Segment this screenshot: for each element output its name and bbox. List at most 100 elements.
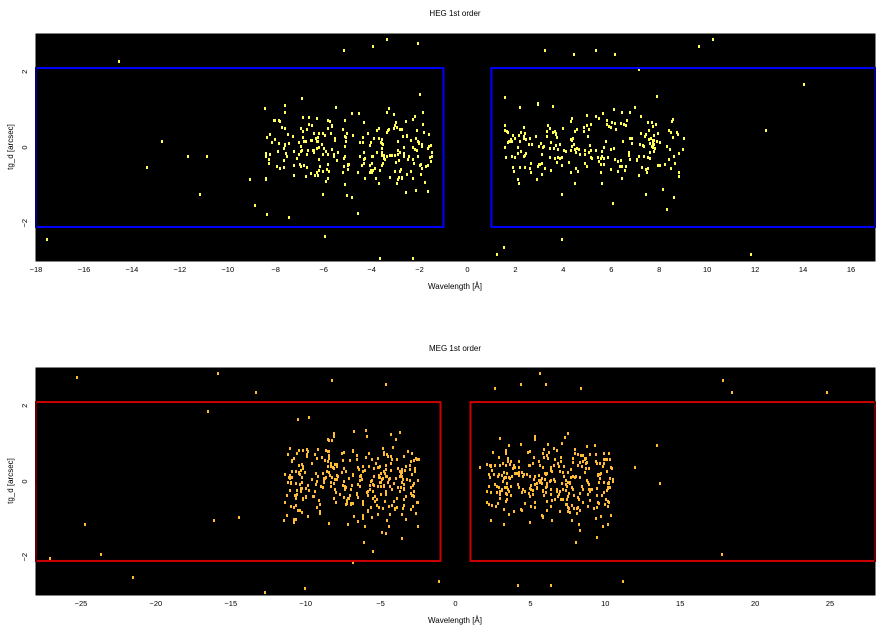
heg-event-pixel — [396, 182, 398, 185]
meg-event-pixel — [580, 387, 582, 390]
heg-event-pixel — [343, 165, 345, 168]
meg-event-pixel — [532, 462, 534, 465]
heg-event-pixel — [374, 167, 376, 170]
heg-event-pixel — [584, 162, 586, 165]
heg-event-pixel — [649, 142, 651, 145]
meg-event-pixel — [396, 458, 398, 461]
meg-event-pixel — [390, 462, 392, 465]
heg-event-pixel — [529, 137, 531, 140]
heg-event-pixel — [625, 124, 627, 127]
meg-event-pixel — [554, 458, 556, 461]
meg-event-pixel — [556, 490, 558, 493]
heg-event-pixel — [631, 137, 633, 140]
meg-event-pixel — [578, 498, 580, 501]
meg-event-pixel — [328, 457, 330, 460]
heg-event-pixel — [429, 156, 431, 159]
heg-event-pixel — [677, 133, 679, 136]
heg-event-pixel — [570, 120, 572, 123]
heg-event-pixel — [588, 151, 590, 154]
meg-event-pixel — [479, 466, 481, 469]
heg-event-pixel — [653, 134, 655, 137]
meg-event-pixel — [565, 483, 567, 486]
meg-event-pixel — [539, 464, 541, 467]
meg-event-pixel — [363, 541, 365, 544]
heg-event-pixel — [555, 133, 557, 136]
heg-event-pixel — [606, 119, 608, 122]
meg-event-pixel — [526, 473, 528, 476]
meg-event-pixel — [330, 481, 332, 484]
heg-event-pixel — [562, 127, 564, 130]
meg-event-pixel — [524, 502, 526, 505]
meg-event-pixel — [556, 488, 558, 491]
meg-event-pixel — [326, 470, 328, 473]
meg-event-pixel — [527, 451, 529, 454]
heg-event-pixel — [415, 189, 417, 192]
meg-event-pixel — [563, 465, 565, 468]
meg-event-pixel — [505, 500, 507, 503]
meg-event-pixel — [551, 519, 553, 522]
meg-event-pixel — [505, 476, 507, 479]
meg-event-pixel — [634, 466, 636, 469]
meg-event-pixel — [611, 467, 613, 470]
heg-event-pixel — [575, 151, 577, 154]
heg-event-pixel — [550, 169, 552, 172]
meg-event-pixel — [486, 490, 488, 493]
meg-event-pixel — [604, 503, 606, 506]
meg-event-pixel — [399, 470, 401, 473]
meg-event-pixel — [506, 498, 508, 501]
heg-x-tick-label: 2 — [513, 265, 517, 274]
heg-event-pixel — [399, 151, 401, 154]
heg-event-pixel — [645, 133, 647, 136]
heg-event-pixel — [384, 158, 386, 161]
heg-event-pixel — [376, 129, 378, 132]
heg-event-pixel — [586, 165, 588, 168]
meg-event-pixel — [550, 466, 552, 469]
heg-event-pixel — [274, 119, 276, 122]
meg-event-pixel — [529, 487, 531, 490]
meg-event-pixel — [330, 465, 332, 468]
meg-event-pixel — [400, 486, 402, 489]
meg-event-pixel — [503, 508, 505, 511]
heg-event-pixel — [613, 147, 615, 150]
heg-event-pixel — [625, 165, 627, 168]
heg-event-pixel — [615, 128, 617, 131]
meg-event-pixel — [393, 482, 395, 485]
meg-event-pixel — [293, 457, 295, 460]
meg-event-pixel — [336, 465, 338, 468]
meg-event-pixel — [522, 488, 524, 491]
meg-event-pixel — [557, 495, 559, 498]
heg-event-pixel — [427, 164, 429, 167]
meg-event-pixel — [516, 472, 518, 475]
heg-event-pixel — [316, 171, 318, 174]
meg-event-pixel — [581, 465, 583, 468]
heg-event-pixel — [546, 135, 548, 138]
meg-event-pixel — [533, 478, 535, 481]
heg-event-pixel — [326, 168, 328, 171]
heg-event-pixel — [541, 173, 543, 176]
meg-y-label: tg_d [arcsec] — [6, 458, 15, 504]
meg-event-pixel — [582, 488, 584, 491]
meg-event-pixel — [382, 447, 384, 450]
meg-event-pixel — [337, 475, 339, 478]
meg-event-pixel — [372, 550, 374, 553]
heg-event-pixel — [576, 128, 578, 131]
meg-event-pixel — [550, 584, 552, 587]
meg-event-pixel — [391, 458, 393, 461]
heg-event-pixel — [643, 155, 645, 158]
heg-x-tick-label: 10 — [703, 265, 711, 274]
heg-y-tick-label: 0 — [20, 145, 29, 149]
meg-event-pixel — [553, 447, 555, 450]
meg-event-pixel — [403, 455, 405, 458]
meg-event-pixel — [295, 504, 297, 507]
heg-event-pixel — [645, 193, 647, 196]
heg-x-tick-label: −12 — [173, 265, 186, 274]
meg-event-pixel — [299, 483, 301, 486]
meg-event-pixel — [319, 512, 321, 515]
heg-event-pixel — [344, 119, 346, 122]
meg-event-pixel — [551, 470, 553, 473]
meg-event-pixel — [554, 498, 556, 501]
heg-event-pixel — [397, 153, 399, 156]
meg-event-pixel — [582, 454, 584, 457]
meg-event-pixel — [361, 478, 363, 481]
meg-event-pixel — [393, 500, 395, 503]
